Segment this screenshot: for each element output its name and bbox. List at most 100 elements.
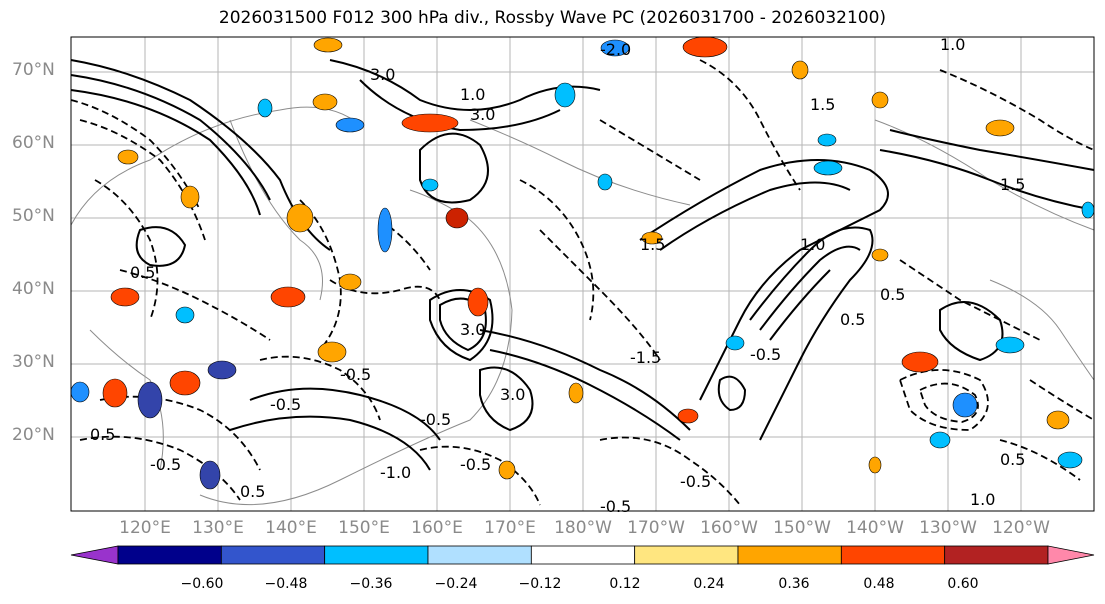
contour-label: -0.5 (750, 345, 781, 364)
fill-navy-patch (137, 381, 163, 419)
fill-orange-patch (868, 456, 882, 474)
fill-orange-patch (568, 382, 584, 404)
fill-red-patch (169, 370, 201, 396)
contour-label: 3.0 (470, 105, 495, 124)
colorbar-segment (944, 545, 1049, 565)
fill-red-patch (682, 36, 728, 58)
colorbar-tick: 0.60 (947, 576, 979, 592)
contour-label: 3.0 (460, 320, 485, 339)
contour-label: -0.5 (150, 455, 181, 474)
fill-orange-patch (312, 93, 338, 111)
colorbar-tick: 0.24 (693, 576, 725, 592)
fill-red-patch (445, 207, 469, 229)
fill-cyan-patch (70, 381, 90, 403)
contour-label: 1.0 (460, 85, 485, 104)
contour-label: -0.5 (600, 497, 631, 516)
colorbar-segment (220, 545, 326, 565)
lon-label: 130°E (192, 518, 244, 538)
contour-label: 1.0 (940, 35, 965, 54)
contour-label: -0.5 (680, 472, 711, 491)
colorbar-extend-high (1047, 545, 1095, 565)
lat-label: 40°N (12, 279, 55, 299)
fill-cyan-patch (421, 178, 439, 192)
lon-label: 150°W (773, 518, 831, 538)
negative-contours (70, 59, 1095, 506)
fill-orange-patch (286, 203, 314, 233)
colorbar-segment (634, 545, 739, 565)
contour-label: 0.5 (90, 425, 115, 444)
fill-red-patch (270, 286, 306, 308)
contour-label: 1.5 (810, 95, 835, 114)
fill-red-patch (110, 287, 140, 307)
contour-label: -0.5 (420, 410, 451, 429)
fill-red-patch (102, 378, 128, 408)
colorbar-tick: −0.60 (180, 576, 224, 592)
contour-label: 0.5 (240, 482, 265, 501)
colorbar-segment (737, 545, 842, 565)
fill-cyan-patch (995, 336, 1025, 354)
fill-orange-patch (338, 273, 362, 291)
fill-cyan-patch (817, 133, 837, 147)
fill-cyan-patch (952, 392, 978, 418)
contour-label: 3.0 (500, 385, 525, 404)
contour-label: -1.0 (380, 463, 411, 482)
fill-red-patch (677, 408, 699, 424)
fill-orange-patch (498, 460, 516, 480)
fill-cyan-patch (725, 335, 745, 351)
fill-red-patch (901, 351, 939, 373)
lon-label: 140°W (846, 518, 904, 538)
contour-label: -0.5 (460, 455, 491, 474)
fill-cyan-patch (813, 160, 843, 176)
colorbar-tick: 0.12 (609, 576, 641, 592)
contour-label: 0.5 (130, 263, 155, 282)
fill-orange-patch (871, 91, 889, 109)
positive-contours (70, 59, 1095, 471)
fill-orange-patch (871, 248, 889, 262)
lon-label: 150°E (338, 518, 390, 538)
fill-navy-patch (207, 360, 237, 380)
fill-red-patch (467, 287, 489, 317)
lat-label: 30°N (12, 352, 55, 372)
fill-cyan-patch (554, 82, 576, 108)
lon-label: 160°W (700, 518, 758, 538)
contour-label: 1.0 (800, 235, 825, 254)
lat-label: 70°N (12, 60, 55, 80)
lon-label: 120°E (119, 518, 171, 538)
colorbar-tick: −0.36 (349, 576, 393, 592)
contour-label: 3.0 (370, 65, 395, 84)
colorbar-segment (530, 545, 636, 565)
lon-label: 170°E (484, 518, 536, 538)
lon-label: 140°E (265, 518, 317, 538)
fill-cyan-patch (600, 39, 630, 57)
contour-label: -0.5 (270, 395, 301, 414)
contour-label-group: 3.0 3.0 1.5 1.5 1.5 1.0 1.0 1.0 0.5 0.5 … (90, 35, 1025, 516)
fill-cyan-patch (597, 173, 613, 191)
fill-red-patch (401, 113, 459, 133)
fill-orange-patch (317, 341, 347, 363)
map-title: 2026031500 F012 300 hPa div., Rossby Wav… (218, 8, 887, 28)
lon-label: 180°W (554, 518, 612, 538)
lat-label: 20°N (12, 425, 55, 445)
contour-label: 1.5 (640, 235, 665, 254)
divergence-fills (70, 36, 1095, 490)
lat-label: 60°N (12, 133, 55, 153)
contour-label: 0.5 (840, 310, 865, 329)
colorbar-tick: −0.24 (434, 576, 478, 592)
contour-label: -0.5 (340, 365, 371, 384)
fill-cyan-patch (175, 306, 195, 324)
fill-orange-patch (117, 149, 139, 165)
colorbar-segment (324, 545, 429, 565)
contour-label: 0.5 (1000, 450, 1025, 469)
contour-label: -1.5 (630, 348, 661, 367)
lon-label: 170°W (627, 518, 685, 538)
fill-cyan-patch (377, 207, 393, 253)
colorbar-extend-low (70, 545, 119, 565)
lon-label: 120°W (992, 518, 1050, 538)
fill-orange-patch (985, 119, 1015, 137)
fill-cyan-patch (335, 117, 365, 133)
colorbar-tick: 0.36 (778, 576, 810, 592)
fill-navy-patch (199, 460, 221, 490)
colorbar-segment (427, 545, 532, 565)
graticule (71, 37, 1094, 511)
